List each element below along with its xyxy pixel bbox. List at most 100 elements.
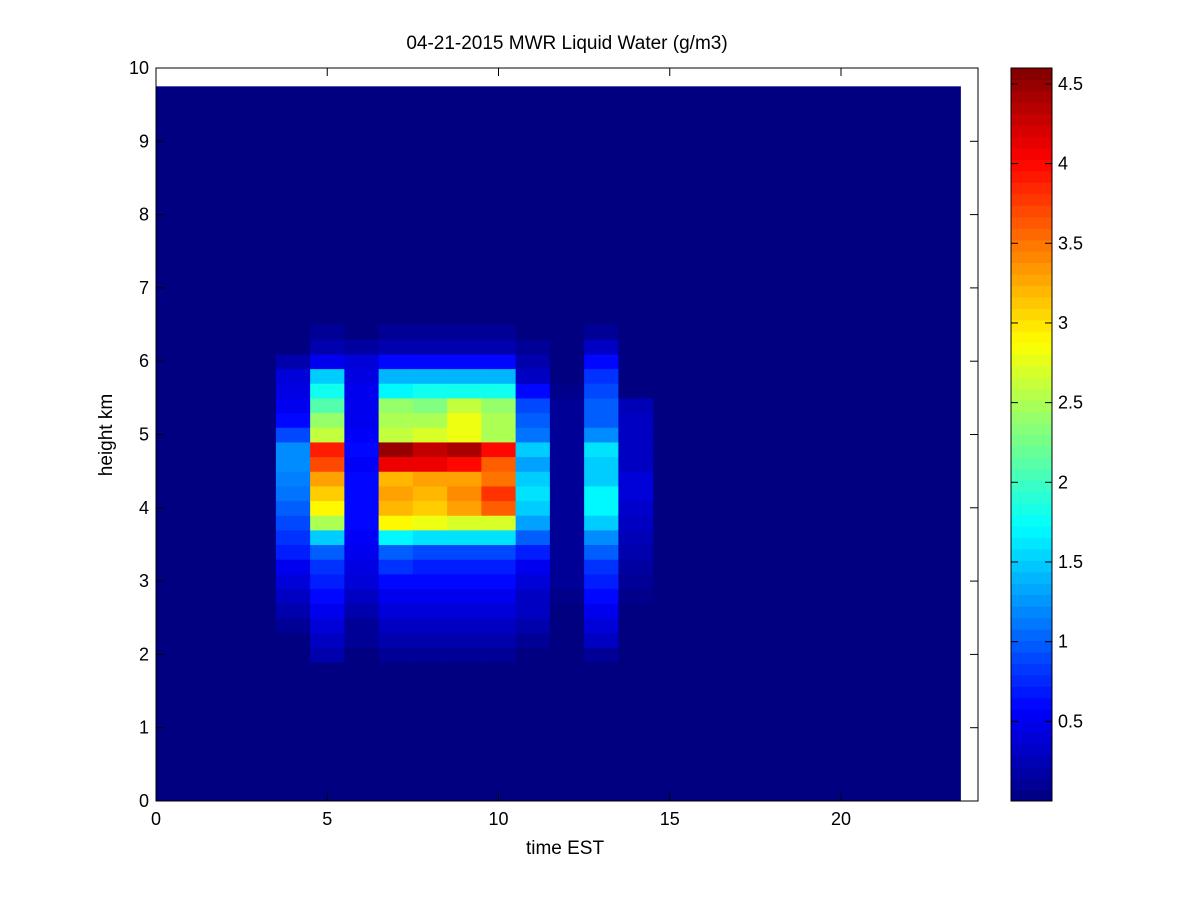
heatmap-cell — [481, 588, 517, 604]
heatmap-cell — [515, 456, 551, 472]
chart-title: 04-21-2015 MWR Liquid Water (g/m3) — [406, 33, 727, 54]
heatmap-cell — [515, 544, 551, 560]
heatmap-cell — [515, 427, 551, 443]
heatmap-cell — [378, 353, 414, 370]
heatmap-cell — [412, 383, 448, 399]
heatmap-cell — [447, 529, 482, 546]
heatmap-cell — [584, 500, 619, 516]
heatmap-cell — [481, 559, 517, 575]
heatmap-cell — [378, 529, 414, 546]
colorbar-band — [1011, 205, 1052, 218]
heatmap-cell — [447, 617, 482, 634]
colorbar-band — [1011, 319, 1052, 332]
heatmap-cell — [549, 339, 585, 355]
heatmap-cell — [275, 397, 311, 414]
colorbar-band — [1011, 675, 1052, 687]
colorbar-tick-label: 4 — [1058, 154, 1068, 174]
heatmap-cell — [515, 397, 551, 414]
heatmap-cell — [378, 485, 414, 502]
heatmap-cell — [378, 515, 414, 531]
heatmap-cell — [515, 441, 551, 458]
colorbar-band — [1011, 549, 1052, 561]
heatmap-cell — [344, 456, 380, 472]
heatmap-cell — [344, 529, 380, 546]
x-axis-label: time EST — [526, 838, 605, 859]
heatmap-cell — [412, 617, 448, 634]
heatmap-cell — [310, 588, 345, 604]
heatmap-cell — [549, 456, 585, 472]
heatmap-cell — [447, 383, 482, 399]
colorbar-band — [1011, 228, 1052, 241]
heatmap-cell — [481, 397, 517, 414]
colorbar-band — [1011, 663, 1052, 676]
heatmap-cell — [275, 456, 311, 472]
y-tick-label: 3 — [139, 571, 149, 591]
x-axis-ticks: 0 5 10 15 20 — [151, 68, 851, 829]
heatmap-cell — [344, 427, 380, 443]
heatmap-cell — [481, 368, 517, 384]
heatmap-cell — [515, 500, 551, 516]
heatmap-cell — [618, 559, 654, 575]
heatmap-cell — [310, 397, 345, 414]
heatmap-cell — [447, 412, 482, 428]
heatmap-cell — [618, 647, 654, 663]
heatmap-cell — [549, 412, 585, 428]
colorbar-tick-label: 4.5 — [1058, 74, 1083, 94]
heatmap-cell — [344, 353, 380, 370]
colorbar-band — [1011, 136, 1052, 149]
heatmap-cell — [515, 617, 551, 634]
heatmap-cell — [412, 353, 448, 370]
heatmap-cell — [310, 647, 345, 663]
heatmap-cell — [584, 397, 619, 414]
heatmap-cell — [447, 471, 482, 487]
heatmap-cell — [378, 324, 414, 340]
heatmap-cell — [481, 324, 517, 340]
colorbar-band — [1011, 68, 1052, 80]
heatmap-cell — [481, 339, 517, 355]
heatmap-cell — [549, 647, 585, 663]
colorbar-band — [1011, 274, 1052, 287]
heatmap-cell — [275, 441, 311, 458]
colorbar-band — [1011, 766, 1052, 779]
colorbar-band — [1011, 262, 1052, 275]
heatmap-cell — [584, 603, 619, 619]
colorbar-band — [1011, 743, 1052, 756]
colorbar-tick-label: 3.5 — [1058, 233, 1083, 253]
heatmap-cell — [584, 485, 619, 502]
colorbar-band — [1011, 113, 1052, 126]
heatmap-cell — [275, 353, 311, 370]
heatmap-cell — [412, 339, 448, 355]
heatmap-cell — [310, 617, 345, 634]
heatmap-cell — [515, 515, 551, 531]
heatmap-cell — [378, 427, 414, 443]
heatmap-cell — [412, 647, 448, 663]
heatmap-cell — [344, 515, 380, 531]
heatmap-cell — [412, 485, 448, 502]
heatmap-cell — [447, 632, 482, 648]
heatmap-cell — [481, 603, 517, 619]
heatmap-cell — [344, 324, 380, 340]
heatmap-cell — [549, 559, 585, 575]
heatmap-cell — [344, 544, 380, 560]
colorbar-band — [1011, 629, 1052, 642]
heatmap-cell — [549, 383, 585, 399]
heatmap-cell — [310, 632, 345, 648]
heatmap-cell — [549, 617, 585, 634]
heatmap-cell — [310, 603, 345, 619]
heatmap-cell — [549, 353, 585, 370]
colorbar-band — [1011, 148, 1052, 161]
colorbar-band — [1011, 732, 1052, 745]
heatmap-cell — [481, 500, 517, 516]
heatmap-cell — [549, 603, 585, 619]
heatmap-cell — [310, 471, 345, 487]
heatmap-cell — [515, 368, 551, 384]
heatmap-cell — [481, 427, 517, 443]
y-tick-label: 8 — [139, 205, 149, 225]
heatmap-cell — [275, 573, 311, 590]
heatmap-cell — [515, 383, 551, 399]
y-tick-label: 6 — [139, 351, 149, 371]
heatmap-cell — [344, 559, 380, 575]
heatmap-cell — [310, 427, 345, 443]
heatmap-cell — [310, 456, 345, 472]
heatmap-cell — [275, 544, 311, 560]
